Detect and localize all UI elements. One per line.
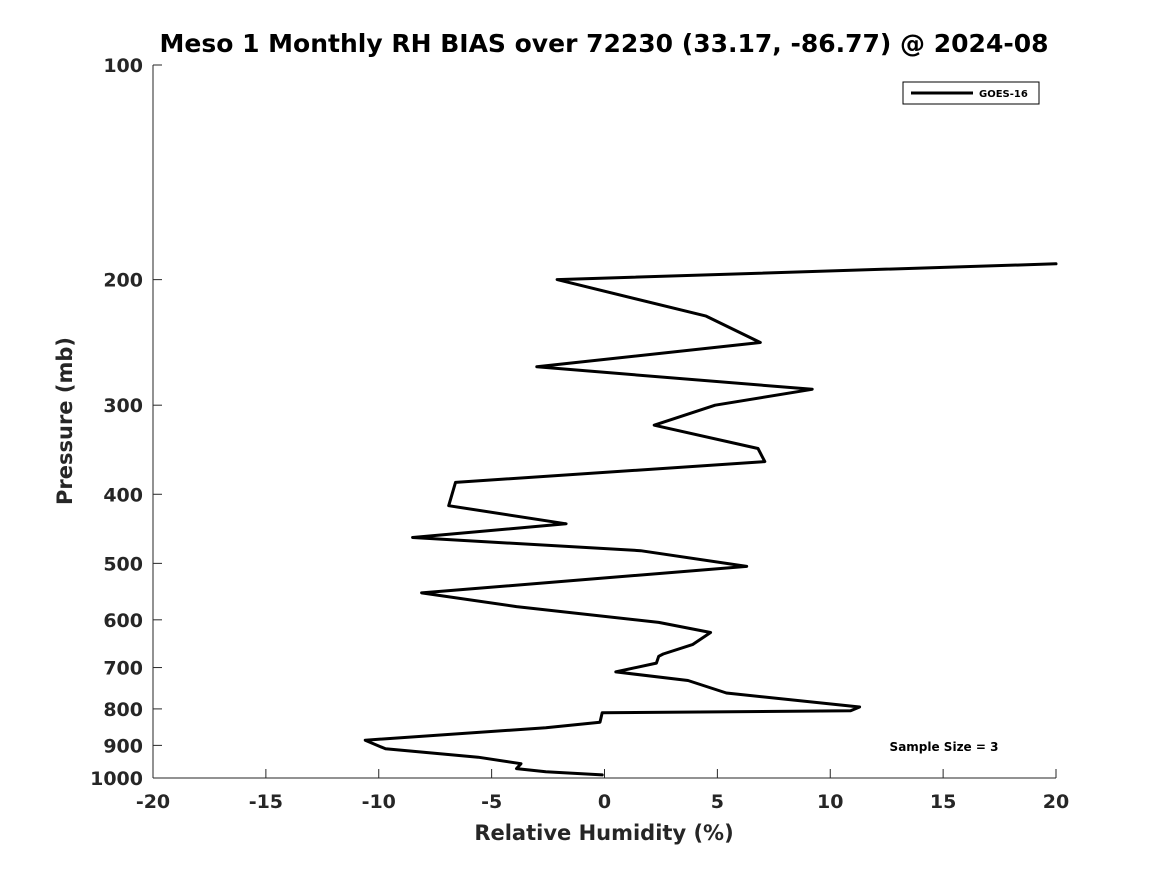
x-tick-label: 20 (1043, 791, 1069, 813)
x-axis-label: Relative Humidity (%) (474, 821, 733, 845)
y-axis-ticks: 100 200 300 400 500 600 700 800 900 1000 (90, 55, 162, 790)
y-tick-label: 400 (103, 484, 143, 506)
x-tick-label: -20 (136, 791, 170, 813)
legend: GOES-16 (902, 81, 1040, 105)
y-tick-label: 1000 (90, 768, 143, 790)
y-axis-label: Pressure (mb) (53, 337, 77, 505)
x-tick-label: -15 (249, 791, 283, 813)
y-tick-label: 200 (103, 270, 143, 292)
x-tick-label: 15 (930, 791, 956, 813)
chart-title: Meso 1 Monthly RH BIAS over 72230 (33.17… (159, 29, 1048, 58)
y-tick-label: 100 (103, 55, 143, 77)
x-tick-label: 5 (711, 791, 724, 813)
x-tick-label: -10 (362, 791, 396, 813)
y-tick-label: 800 (103, 699, 143, 721)
x-axis-ticks: -20 -15 -10 -5 0 5 10 15 20 (136, 769, 1069, 813)
x-tick-label: 0 (598, 791, 611, 813)
y-tick-label: 700 (103, 658, 143, 680)
series-line-goes-16 (363, 262, 1058, 777)
x-tick-label: -5 (481, 791, 502, 813)
sample-size-annotation: Sample Size = 3 (890, 740, 999, 754)
y-tick-label: 600 (103, 610, 143, 632)
y-tick-label: 900 (103, 735, 143, 757)
series-layer (363, 262, 1058, 777)
legend-label-goes-16: GOES-16 (979, 89, 1028, 100)
y-tick-label: 500 (103, 553, 143, 575)
x-tick-label: 10 (817, 791, 843, 813)
y-tick-label: 300 (103, 395, 143, 417)
